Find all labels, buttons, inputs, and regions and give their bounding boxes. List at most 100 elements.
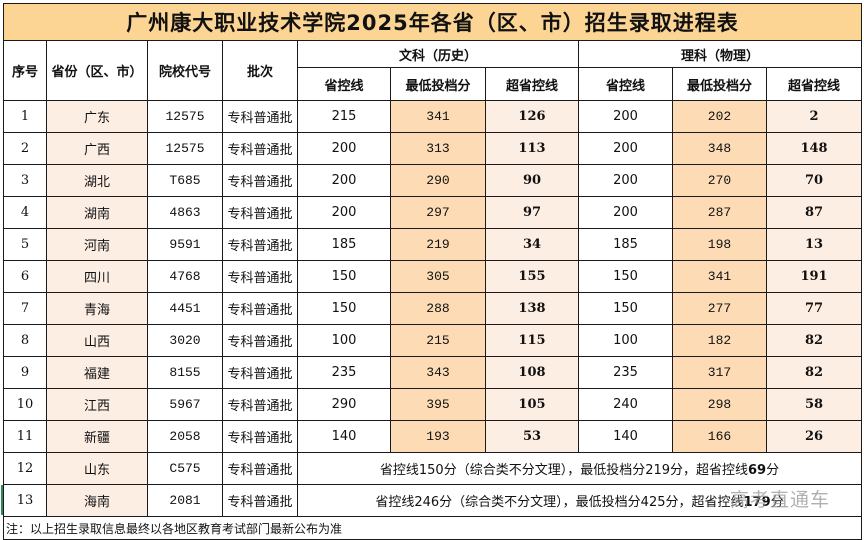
cell-province: 河南 (46, 228, 148, 261)
cell-province: 江西 (46, 388, 148, 421)
cell-batch: 专科普通批 (222, 132, 298, 165)
watermark: 高考直通车 (730, 489, 831, 511)
table-row: 9 福建 8155 专科普通批 235 343 108 235 317 82 (3, 356, 863, 389)
cell-sci-min: 348 (672, 132, 767, 165)
cell-seq: 9 (3, 356, 47, 389)
header-arts-group: 文科（历史） (297, 40, 579, 68)
cell-code: 8155 (147, 356, 223, 389)
summary-text: 省控线150分（综合类不分文理），最低投档分219分，超省控线 (379, 463, 749, 478)
header-arts-control-line: 省控线 (297, 67, 391, 101)
cell-province: 青海 (46, 292, 148, 325)
cell-seq: 1 (3, 100, 47, 133)
table-row: 6 四川 4768 专科普通批 150 305 155 150 341 191 (3, 260, 863, 293)
cell-sci-over: 13 (765, 228, 863, 261)
cell-arts-min: 215 (390, 324, 486, 357)
cell-arts-control: 200 (297, 132, 391, 165)
cell-batch: 专科普通批 (222, 196, 298, 229)
cell-sci-over: 77 (765, 292, 863, 325)
summary-over-value: 179 (743, 495, 771, 510)
header-arts-over-line: 超省控线 (485, 67, 579, 101)
cell-sci-over: 70 (765, 164, 863, 197)
cell-sci-min: 182 (672, 324, 767, 357)
table-row: 2 广西 12575 专科普通批 200 313 113 200 348 148 (3, 132, 863, 165)
cell-arts-min: 297 (390, 196, 486, 229)
cell-batch: 专科普通批 (222, 388, 298, 421)
cell-code: C575 (147, 452, 223, 485)
cell-code: 2058 (147, 420, 223, 453)
cell-province: 海南 (46, 484, 148, 517)
summary-text: 省控线246分（综合类不分文理），最低投档分425分，超省控线 (375, 495, 744, 510)
cell-sci-over: 26 (765, 420, 863, 453)
table-row-merged: 13 海南 2081 专科普通批 省控线246分（综合类不分文理），最低投档分425分，… (3, 484, 863, 517)
cell-batch: 专科普通批 (222, 324, 298, 357)
cell-seq: 13 (3, 484, 47, 517)
cell-code: 9591 (147, 228, 223, 261)
cell-code: 4768 (147, 260, 223, 293)
cell-arts-min: 313 (390, 132, 486, 165)
table-row: 5 河南 9591 专科普通批 185 219 34 185 198 13 (3, 228, 863, 261)
cell-province: 福建 (46, 356, 148, 389)
cell-sci-min: 341 (672, 260, 767, 293)
cell-province: 湖南 (46, 196, 148, 229)
admission-table: 广州康大职业技术学院2025年各省（区、市）招生录取进程表 序号 省份（区、市）… (2, 3, 863, 540)
header-sci-min-score: 最低投档分 (672, 67, 767, 101)
cell-seq: 10 (3, 388, 47, 421)
table-body: 1 广东 12575 专科普通批 215 341 126 200 202 2 2 广西 12575 专科… (2, 100, 863, 540)
cell-arts-over: 126 (485, 100, 579, 133)
cell-batch: 专科普通批 (222, 356, 298, 389)
table-row: 4 湖南 4863 专科普通批 200 297 97 200 287 87 (3, 196, 863, 229)
cell-sci-control: 140 (578, 420, 673, 453)
header-province: 省份（区、市） (46, 40, 148, 101)
cell-batch: 专科普通批 (222, 228, 298, 261)
header-batch: 批次 (222, 40, 298, 101)
cell-sci-min: 317 (672, 356, 767, 389)
cell-code: 2081 (147, 484, 223, 517)
cell-arts-control: 200 (297, 164, 391, 197)
cell-batch: 专科普通批 (222, 452, 298, 485)
cell-sci-control: 200 (578, 100, 673, 133)
cell-seq: 11 (3, 420, 47, 453)
cell-province: 四川 (46, 260, 148, 293)
cell-arts-over: 97 (485, 196, 579, 229)
cell-sci-control: 150 (578, 292, 673, 325)
cell-arts-min: 219 (390, 228, 486, 261)
summary-unit: 分 (770, 495, 784, 510)
cell-sci-control: 150 (578, 260, 673, 293)
cell-sci-min: 198 (672, 228, 767, 261)
header-arts-min-score: 最低投档分 (390, 67, 486, 101)
cell-arts-over: 113 (485, 132, 579, 165)
cell-arts-control: 200 (297, 196, 391, 229)
cell-arts-over: 90 (485, 164, 579, 197)
cell-seq: 8 (3, 324, 47, 357)
cell-sci-control: 100 (578, 324, 673, 357)
table-row-merged: 12 山东 C575 专科普通批 省控线150分（综合类不分文理），最低投档分219分，… (3, 452, 863, 485)
cell-arts-over: 53 (485, 420, 579, 453)
cell-sci-over: 148 (765, 132, 863, 165)
header-seq: 序号 (3, 40, 47, 101)
cell-province: 新疆 (46, 420, 148, 453)
cell-batch: 专科普通批 (222, 420, 298, 453)
cell-code: T685 (147, 164, 223, 197)
cell-province: 广东 (46, 100, 148, 133)
cell-code: 12575 (147, 132, 223, 165)
cell-sci-control: 240 (578, 388, 673, 421)
cell-province: 山东 (46, 452, 148, 485)
cell-seq: 7 (3, 292, 47, 325)
cell-arts-min: 290 (390, 164, 486, 197)
header-sci-over-line: 超省控线 (765, 67, 863, 101)
cell-code: 4863 (147, 196, 223, 229)
cell-sci-over: 87 (765, 196, 863, 229)
cell-code: 4451 (147, 292, 223, 325)
cell-seq: 2 (3, 132, 47, 165)
cell-arts-control: 150 (297, 260, 391, 293)
cell-arts-min: 193 (390, 420, 486, 453)
cell-arts-min: 288 (390, 292, 486, 325)
cell-arts-min: 395 (390, 388, 486, 421)
cell-sci-min: 202 (672, 100, 767, 133)
cell-seq: 4 (3, 196, 47, 229)
cell-sci-min: 270 (672, 164, 767, 197)
cell-sci-min: 166 (672, 420, 767, 453)
cell-seq: 6 (3, 260, 47, 293)
cell-batch: 专科普通批 (222, 484, 298, 517)
admission-table-sheet: 广州康大职业技术学院2025年各省（区、市）招生录取进程表 序号 省份（区、市）… (2, 3, 863, 540)
